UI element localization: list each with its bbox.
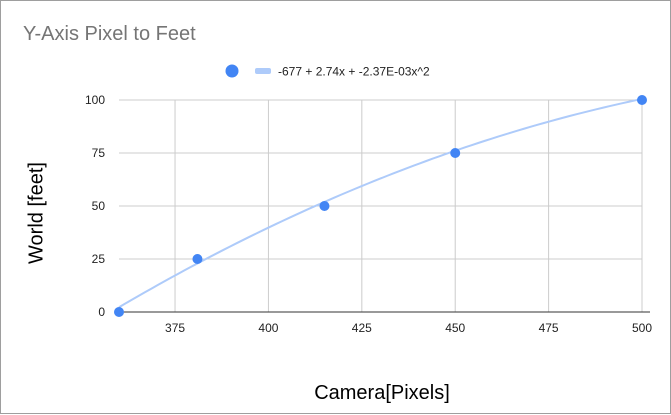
legend-point-marker: [225, 64, 239, 78]
y-tick-label: 25: [92, 252, 106, 266]
y-tick-label: 0: [98, 305, 105, 319]
series: [114, 95, 647, 317]
y-tick-label: 75: [92, 146, 106, 160]
x-tick-label: 425: [352, 321, 372, 335]
trendline: [118, 97, 643, 309]
data-point: [192, 254, 203, 264]
grid: [119, 99, 643, 312]
data-point: [450, 148, 461, 158]
y-tick-label: 100: [85, 93, 105, 107]
data-point: [319, 201, 330, 211]
legend: -677 + 2.74x + -2.37E-03x^2: [225, 64, 430, 79]
x-tick-label: 500: [632, 321, 652, 335]
data-point: [114, 307, 124, 317]
x-axis-label: Camera[Pixels]: [314, 382, 450, 404]
y-tick-label: 50: [92, 199, 106, 213]
x-tick-label: 475: [539, 321, 559, 335]
legend-trendline-swatch: [255, 68, 271, 74]
x-tick-label: 450: [445, 321, 465, 335]
x-tick-label: 375: [165, 321, 185, 335]
chart-title: Y-Axis Pixel to Feet: [23, 23, 196, 45]
legend-trendline-label: -677 + 2.74x + -2.37E-03x^2: [278, 65, 430, 79]
data-point: [637, 95, 647, 105]
tick-labels: 0 25 50 75 100 375 400 425 450 475 500: [85, 93, 652, 335]
x-tick-label: 400: [258, 321, 278, 335]
